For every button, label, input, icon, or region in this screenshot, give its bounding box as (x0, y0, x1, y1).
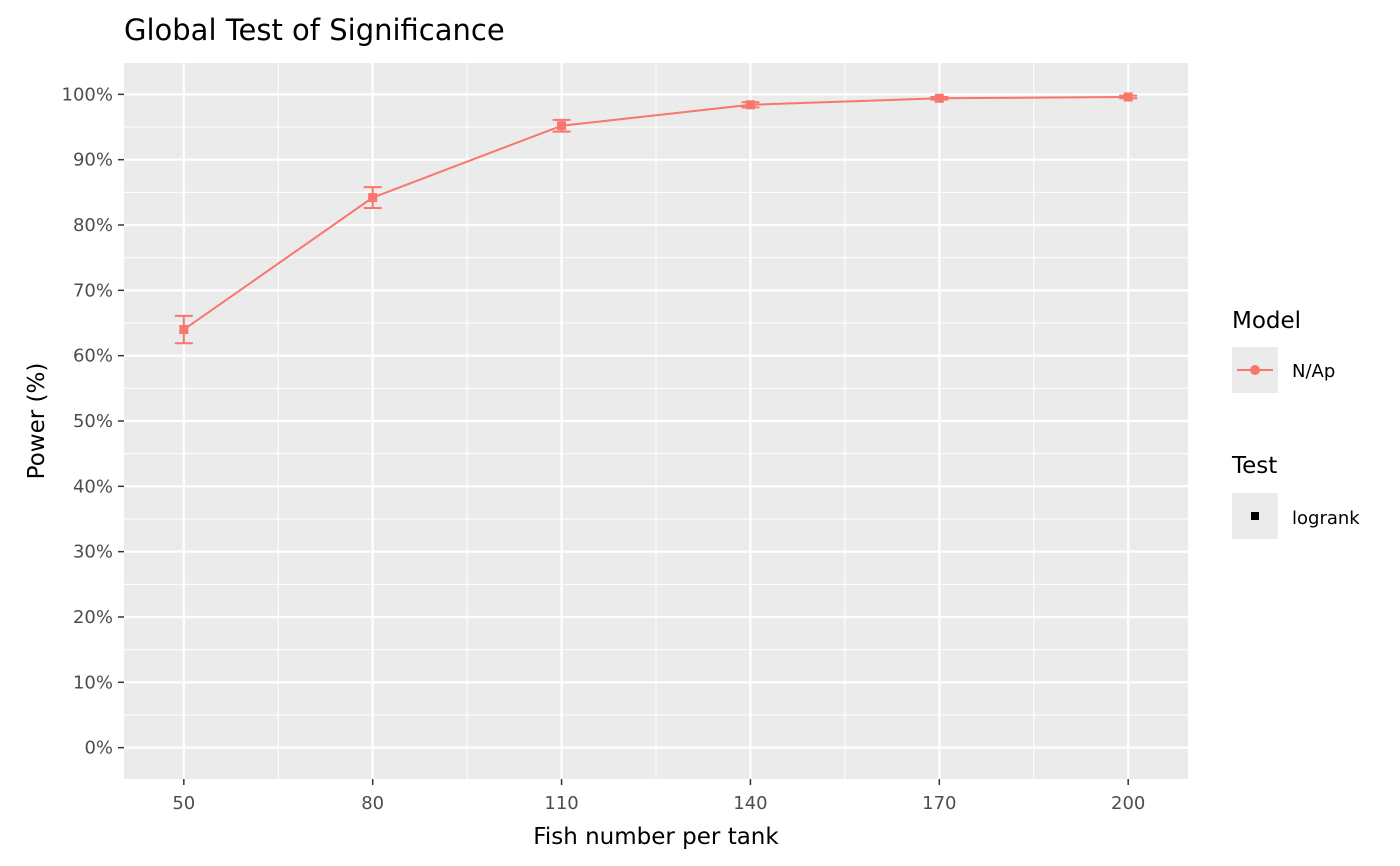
series-line-n-ap (183, 95, 1129, 331)
y-tick-label: 70% (73, 280, 113, 301)
y-tick-label: 30% (73, 542, 113, 563)
data-point (745, 100, 755, 110)
x-tick-label: 50 (172, 793, 195, 814)
x-tick-label: 110 (544, 793, 578, 814)
legend: Model N/Ap Test logrank (1231, 308, 1360, 539)
data-point (934, 93, 944, 103)
grid-major (124, 63, 1188, 779)
y-axis-title: Power (%) (24, 363, 50, 480)
series-layer (174, 92, 1138, 345)
x-tick-label: 140 (733, 793, 767, 814)
legend-circle-n-ap (1250, 365, 1260, 375)
data-point (1123, 92, 1133, 102)
x-tick-label: 170 (922, 793, 956, 814)
legend-title-model: Model (1232, 308, 1301, 334)
legend-title-test: Test (1231, 453, 1277, 479)
y-axis: 0% 10% 20% 30% 40% 50% 60% 70% 80% 90% 100% (62, 84, 124, 759)
y-tick-label: 0% (84, 738, 113, 759)
data-point (179, 325, 189, 335)
legend-label-logrank: logrank (1292, 508, 1360, 529)
y-tick-label: 90% (73, 150, 113, 171)
y-tick-label: 100% (62, 84, 113, 105)
y-tick-label: 20% (73, 607, 113, 628)
y-tick-label: 50% (73, 411, 113, 432)
x-tick-label: 200 (1111, 793, 1145, 814)
x-axis-title: Fish number per tank (533, 824, 779, 850)
x-tick-label: 80 (361, 793, 384, 814)
legend-square-logrank (1251, 512, 1259, 520)
chart-title: Global Test of Significance (124, 13, 505, 47)
y-tick-label: 60% (73, 346, 113, 367)
data-point (368, 193, 378, 203)
legend-label-n-ap: N/Ap (1292, 361, 1335, 382)
y-tick-label: 80% (73, 215, 113, 236)
y-tick-label: 40% (73, 476, 113, 497)
data-point (557, 121, 567, 131)
x-axis: 50 80 110 140 170 200 (172, 779, 1145, 814)
y-tick-label: 10% (73, 672, 113, 693)
